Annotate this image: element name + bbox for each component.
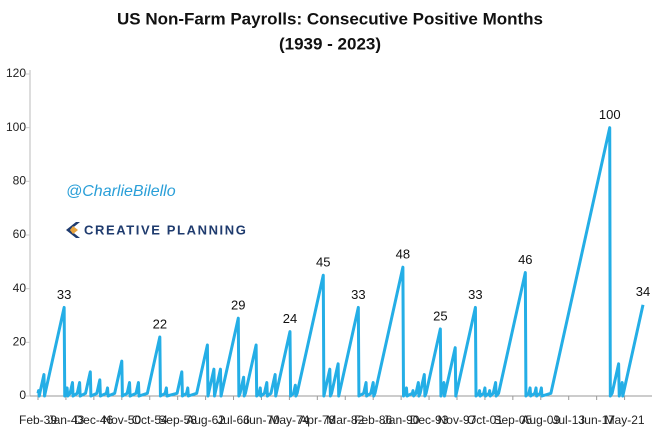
x-tick-label: Dec-93 (410, 413, 449, 427)
x-tick-label: Jan-43 (48, 413, 85, 427)
x-tick-label: Aug-62 (186, 413, 225, 427)
y-tick-label: 20 (13, 335, 27, 349)
y-tick-label: 80 (13, 174, 27, 188)
peak-label: 34 (636, 284, 650, 299)
peak-label: 24 (283, 311, 297, 326)
peak-label: 33 (468, 287, 482, 302)
series-line (36, 126, 645, 398)
y-tick-label: 100 (6, 120, 26, 134)
x-tick-label: Jul-66 (217, 413, 250, 427)
x-tick-label: Apr-78 (299, 413, 335, 427)
chart-subtitle: (1939 - 2023) (279, 34, 381, 53)
logo-text: CREATIVE PLANNING (84, 222, 247, 237)
logo-icon (66, 222, 80, 238)
y-tick-label: 60 (13, 227, 27, 241)
x-tick-label: Mar-82 (326, 413, 364, 427)
peak-label: 48 (396, 247, 410, 262)
peak-label: 22 (153, 316, 167, 331)
x-tick-label: Nov-50 (102, 413, 141, 427)
x-tick-label: Jul-13 (552, 413, 585, 427)
x-tick-label: Dec-46 (75, 413, 114, 427)
peak-label: 25 (433, 308, 447, 323)
peak-label: 33 (351, 287, 365, 302)
x-tick-label: Jun-17 (578, 413, 615, 427)
peak-label: 100 (599, 107, 621, 122)
x-tick-label: Oct-01 (467, 413, 503, 427)
peak-label: 29 (231, 298, 245, 313)
x-tick-label: Aug-09 (521, 413, 560, 427)
x-tick-label: May-21 (605, 413, 645, 427)
watermark: @CharlieBilello (66, 183, 176, 200)
peak-label: 33 (57, 287, 71, 302)
y-tick-label: 0 (19, 388, 26, 402)
peak-label: 46 (518, 252, 532, 267)
x-tick-label: Feb-86 (354, 413, 392, 427)
x-tick-label: Feb-39 (19, 413, 57, 427)
x-tick-label: Sep-58 (158, 413, 197, 427)
peak-label: 45 (316, 255, 330, 270)
x-tick-label: May-74 (269, 413, 309, 427)
y-tick-label: 40 (13, 281, 27, 295)
chart-title: US Non-Farm Payrolls: Consecutive Positi… (117, 9, 543, 28)
x-tick-label: Jan-90 (383, 413, 420, 427)
x-tick-label: Jun-70 (243, 413, 280, 427)
x-tick-label: Nov-97 (438, 413, 477, 427)
x-tick-label: Oct-54 (132, 413, 168, 427)
x-tick-label: Sep-05 (493, 413, 532, 427)
y-tick-label: 120 (6, 66, 26, 80)
